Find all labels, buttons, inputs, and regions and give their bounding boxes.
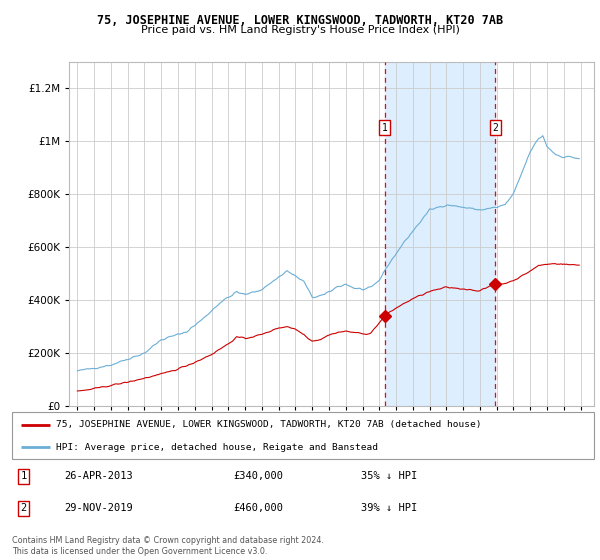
Text: 2: 2 <box>492 123 498 133</box>
Text: 75, JOSEPHINE AVENUE, LOWER KINGSWOOD, TADWORTH, KT20 7AB: 75, JOSEPHINE AVENUE, LOWER KINGSWOOD, T… <box>97 14 503 27</box>
Text: £340,000: £340,000 <box>233 471 283 481</box>
Bar <box>385 62 495 406</box>
Text: 75, JOSEPHINE AVENUE, LOWER KINGSWOOD, TADWORTH, KT20 7AB (detached house): 75, JOSEPHINE AVENUE, LOWER KINGSWOOD, T… <box>56 421 481 430</box>
Text: 35% ↓ HPI: 35% ↓ HPI <box>361 471 418 481</box>
Text: 29-NOV-2019: 29-NOV-2019 <box>64 503 133 514</box>
Text: £460,000: £460,000 <box>233 503 283 514</box>
FancyBboxPatch shape <box>12 412 594 459</box>
Text: 2: 2 <box>20 503 27 514</box>
Text: 1: 1 <box>20 471 27 481</box>
Text: 1: 1 <box>382 123 388 133</box>
Text: HPI: Average price, detached house, Reigate and Banstead: HPI: Average price, detached house, Reig… <box>56 443 377 452</box>
Text: 26-APR-2013: 26-APR-2013 <box>64 471 133 481</box>
Text: Contains HM Land Registry data © Crown copyright and database right 2024.
This d: Contains HM Land Registry data © Crown c… <box>12 536 324 556</box>
Text: 39% ↓ HPI: 39% ↓ HPI <box>361 503 418 514</box>
Text: Price paid vs. HM Land Registry's House Price Index (HPI): Price paid vs. HM Land Registry's House … <box>140 25 460 35</box>
